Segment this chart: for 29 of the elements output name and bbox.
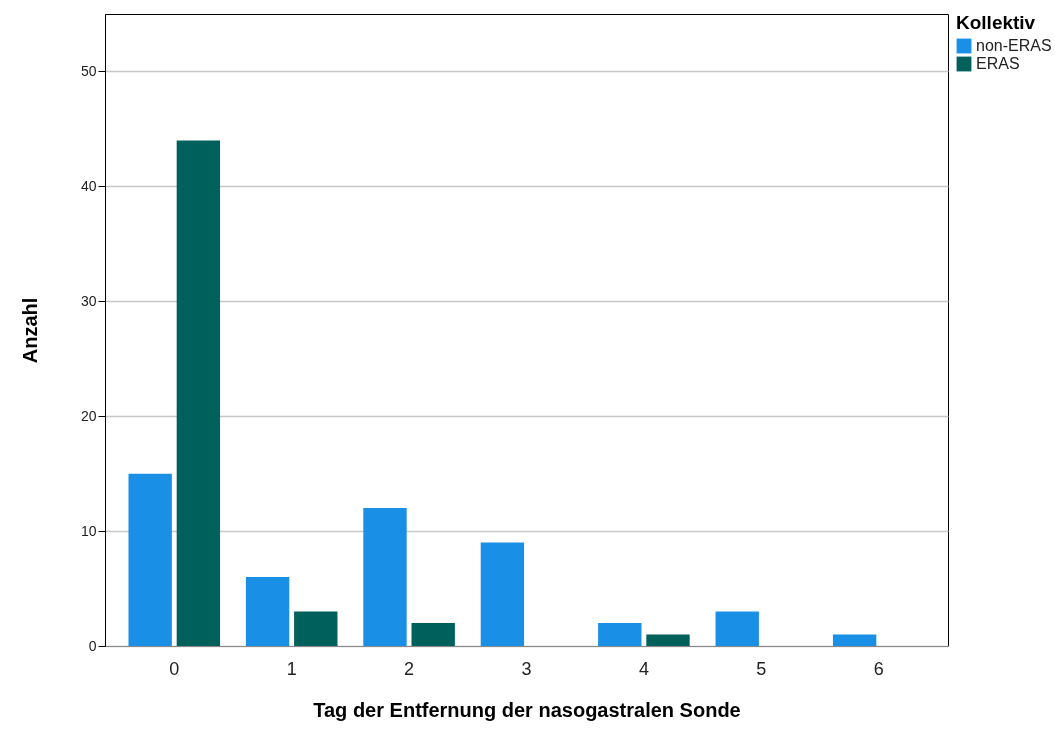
legend-label: ERAS <box>976 55 1020 72</box>
y-tick-label: 30 <box>80 292 97 309</box>
y-tick-label: 20 <box>80 407 97 424</box>
x-tick-label: 3 <box>521 658 532 679</box>
y-tick-label: 10 <box>80 522 97 539</box>
legend-label: non-ERAS <box>976 37 1052 54</box>
bar <box>176 140 221 646</box>
legend-title: Kollektiv <box>956 12 1036 33</box>
x-tick-label: 2 <box>404 658 415 679</box>
bar <box>411 623 455 646</box>
y-tick-label: 40 <box>80 177 97 194</box>
y-axis-title: Anzahl <box>18 297 41 364</box>
y-tick-label: 50 <box>80 62 97 79</box>
bar <box>294 611 338 646</box>
x-tick-label: 4 <box>638 658 649 679</box>
bar <box>128 473 172 646</box>
bar <box>832 634 877 646</box>
y-tick-label: 0 <box>88 637 97 654</box>
x-tick-label: 5 <box>756 658 767 679</box>
x-tick-label: 0 <box>169 658 180 679</box>
bar <box>363 508 407 646</box>
x-tick-label: 1 <box>286 658 297 679</box>
bar <box>480 542 525 646</box>
x-tick-label: 6 <box>873 658 884 679</box>
x-axis-title: Tag der Entfernung der nasogastralen Sonde <box>313 698 741 721</box>
bar <box>715 611 759 646</box>
bar <box>646 634 690 646</box>
bar <box>245 577 290 646</box>
bar <box>598 623 642 646</box>
